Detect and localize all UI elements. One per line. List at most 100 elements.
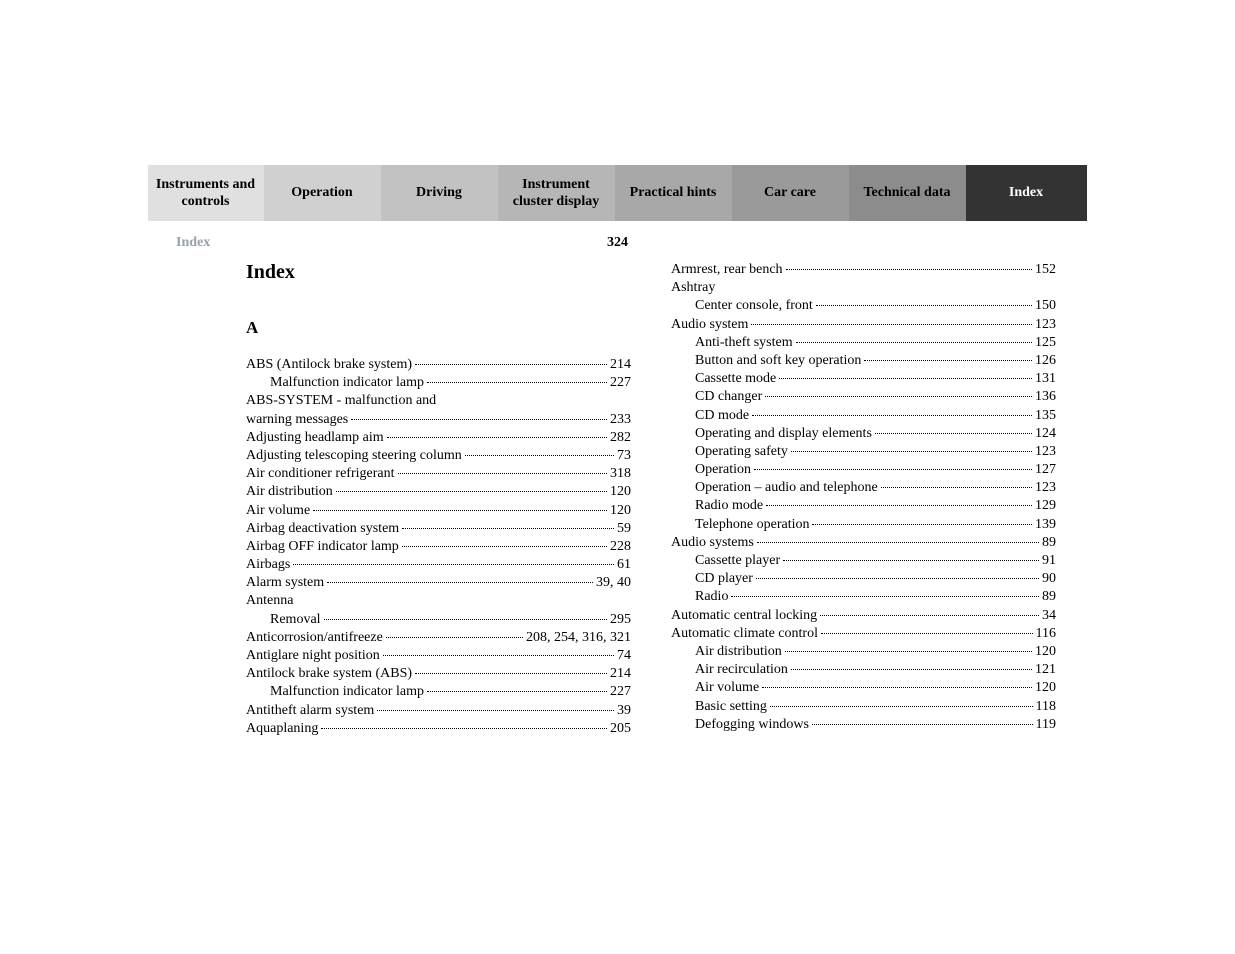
index-entry: Cassette mode 131 bbox=[671, 370, 1056, 388]
column-right: Armrest, rear bench 152AshtrayCenter con… bbox=[671, 261, 1056, 738]
index-entry: Antenna bbox=[246, 592, 631, 610]
index-entry-page: 39, 40 bbox=[596, 574, 631, 592]
leader-dots bbox=[327, 582, 593, 583]
index-entry-label: Cassette mode bbox=[695, 370, 776, 388]
index-entry-page: 119 bbox=[1036, 716, 1056, 734]
leader-dots bbox=[751, 324, 1032, 325]
subheader: Index 324 . bbox=[148, 221, 1087, 261]
index-entry-label: Air recirculation bbox=[695, 661, 788, 679]
index-entry-page: 89 bbox=[1042, 534, 1056, 552]
index-entry-page: 282 bbox=[610, 429, 631, 447]
index-entry-label: warning messages bbox=[246, 411, 348, 429]
index-entry-label: CD mode bbox=[695, 407, 749, 425]
index-entry-label: Antilock brake system (ABS) bbox=[246, 665, 412, 683]
index-entry-label: Antitheft alarm system bbox=[246, 702, 374, 720]
index-entry-page: 295 bbox=[610, 611, 631, 629]
index-entry-page: 120 bbox=[610, 502, 631, 520]
index-entry: warning messages 233 bbox=[246, 411, 631, 429]
index-entry-page: 59 bbox=[617, 520, 631, 538]
index-entry-page: 39 bbox=[617, 702, 631, 720]
index-entry-page: 129 bbox=[1035, 497, 1056, 515]
leader-dots bbox=[864, 360, 1032, 361]
index-entry-page: 125 bbox=[1035, 334, 1056, 352]
index-entry: Operation – audio and telephone 123 bbox=[671, 479, 1056, 497]
index-entry-page: 127 bbox=[1035, 461, 1056, 479]
index-entry-page: 214 bbox=[610, 356, 631, 374]
index-entry-label: Button and soft key operation bbox=[695, 352, 861, 370]
index-entry-label: Air conditioner refrigerant bbox=[246, 465, 395, 483]
index-entry-page: 152 bbox=[1035, 261, 1056, 279]
leader-dots bbox=[786, 269, 1032, 270]
index-entry-page: 74 bbox=[617, 647, 631, 665]
index-entry-label: Air volume bbox=[695, 679, 759, 697]
index-entry-label: Airbag OFF indicator lamp bbox=[246, 538, 399, 556]
index-entry-label: Aquaplaning bbox=[246, 720, 318, 738]
letter-heading: A bbox=[246, 318, 631, 338]
leader-dots bbox=[465, 455, 614, 456]
index-entry: Defogging windows 119 bbox=[671, 716, 1056, 734]
index-entry-page: 89 bbox=[1042, 588, 1056, 606]
leader-dots bbox=[415, 673, 607, 674]
index-entry-label: Defogging windows bbox=[695, 716, 809, 734]
index-entry-label: CD changer bbox=[695, 388, 762, 406]
index-entry-label: Center console, front bbox=[695, 297, 813, 315]
index-entry: Cassette player 91 bbox=[671, 552, 1056, 570]
index-entry: Malfunction indicator lamp 227 bbox=[246, 683, 631, 701]
index-entry-page: 120 bbox=[610, 483, 631, 501]
index-entry-label: Audio system bbox=[671, 316, 748, 334]
index-entry: Aquaplaning 205 bbox=[246, 720, 631, 738]
index-entry-page: 123 bbox=[1035, 316, 1056, 334]
tab-index[interactable]: Index bbox=[966, 165, 1087, 221]
index-entry-label: Anticorrosion/antifreeze bbox=[246, 629, 383, 647]
index-entry-label: Airbags bbox=[246, 556, 290, 574]
index-entry-page: 34 bbox=[1042, 607, 1056, 625]
tab-practical-hints[interactable]: Practical hints bbox=[615, 165, 732, 221]
page-container: Instruments and controlsOperationDriving… bbox=[0, 0, 1235, 738]
index-entry: Adjusting telescoping steering column 73 bbox=[246, 447, 631, 465]
index-entry: Air volume 120 bbox=[246, 502, 631, 520]
leader-dots bbox=[383, 655, 614, 656]
leader-dots bbox=[351, 419, 607, 420]
index-entry: Audio system 123 bbox=[671, 316, 1056, 334]
index-entry: Air recirculation 121 bbox=[671, 661, 1056, 679]
index-entry: Malfunction indicator lamp 227 bbox=[246, 374, 631, 392]
leader-dots bbox=[820, 615, 1039, 616]
index-entry: CD mode 135 bbox=[671, 407, 1056, 425]
tab-car-care[interactable]: Car care bbox=[732, 165, 849, 221]
index-entry: ABS (Antilock brake system) 214 bbox=[246, 356, 631, 374]
index-entry-page: 73 bbox=[617, 447, 631, 465]
tab-operation[interactable]: Operation bbox=[264, 165, 381, 221]
index-entry: Antitheft alarm system 39 bbox=[246, 702, 631, 720]
leader-dots bbox=[293, 564, 614, 565]
index-entry: Telephone operation 139 bbox=[671, 516, 1056, 534]
leader-dots bbox=[875, 433, 1032, 434]
index-entry-label: Airbag deactivation system bbox=[246, 520, 399, 538]
tab-instrument-cluster-display[interactable]: Instrument cluster display bbox=[498, 165, 615, 221]
leader-dots bbox=[313, 510, 607, 511]
index-entry-page: 90 bbox=[1042, 570, 1056, 588]
tab-driving[interactable]: Driving bbox=[381, 165, 498, 221]
index-entry-label: Air volume bbox=[246, 502, 310, 520]
index-entry-label: Removal bbox=[270, 611, 321, 629]
index-entry-label: Operating and display elements bbox=[695, 425, 872, 443]
leader-dots bbox=[766, 505, 1032, 506]
index-title: Index bbox=[246, 261, 631, 284]
index-entry-page: 124 bbox=[1035, 425, 1056, 443]
index-entry: Ashtray bbox=[671, 279, 1056, 297]
index-entry-page: 233 bbox=[610, 411, 631, 429]
index-entry-label: Malfunction indicator lamp bbox=[270, 374, 424, 392]
index-entry-page: 205 bbox=[610, 720, 631, 738]
tab-instruments-and-controls[interactable]: Instruments and controls bbox=[148, 165, 264, 221]
index-entry: Anti-theft system 125 bbox=[671, 334, 1056, 352]
index-entry: Radio mode 129 bbox=[671, 497, 1056, 515]
index-entry-page: 227 bbox=[610, 683, 631, 701]
index-entry: Automatic climate control 116 bbox=[671, 625, 1056, 643]
tab-technical-data[interactable]: Technical data bbox=[849, 165, 966, 221]
index-entry: Operation 127 bbox=[671, 461, 1056, 479]
index-entry: Air volume 120 bbox=[671, 679, 1056, 697]
leader-dots bbox=[731, 596, 1039, 597]
leader-dots bbox=[752, 415, 1032, 416]
index-entry-label: Automatic central locking bbox=[671, 607, 817, 625]
index-entry: Operating safety 123 bbox=[671, 443, 1056, 461]
index-entry-page: 228 bbox=[610, 538, 631, 556]
